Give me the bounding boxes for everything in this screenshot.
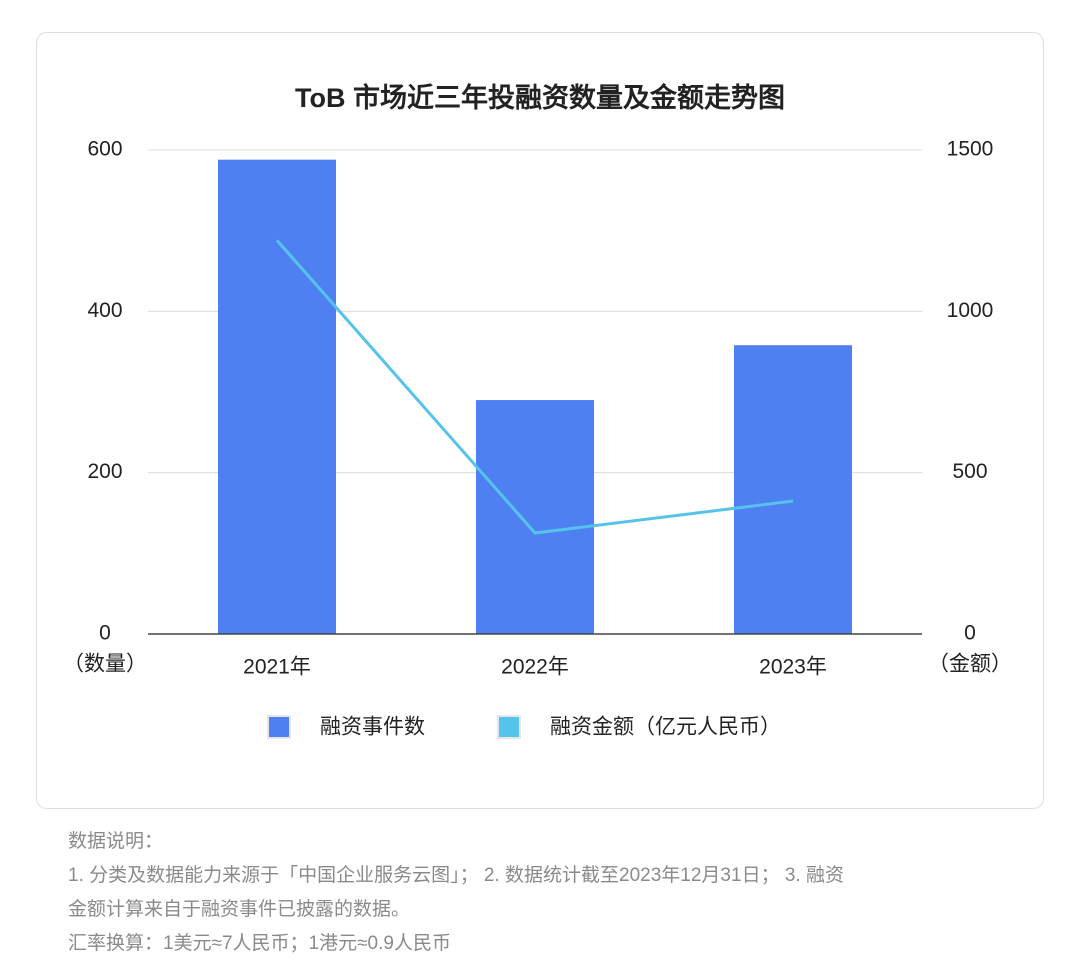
y2-axis-label: （金额） [928, 653, 1012, 676]
chart-title: ToB 市场近三年投融资数量及金额走势图 [295, 82, 785, 113]
x-tick-label: 2023年 [759, 656, 827, 679]
y2-tick-label: 1000 [947, 299, 994, 322]
legend-label: 融资金额（亿元人民币） [550, 716, 781, 739]
y2-tick-label: 1500 [947, 138, 994, 161]
line [275, 239, 794, 535]
legend-swatch [267, 715, 291, 739]
note-line: 1. 分类及数据能力来源于「中国企业服务云图」； 2. 数据统计截至2023年1… [68, 865, 844, 886]
y-axis-label: （数量） [63, 653, 147, 676]
y2-tick-label: 0 [964, 622, 976, 645]
y-tick-label: 0 [99, 622, 111, 645]
x-tick-label: 2022年 [501, 656, 569, 679]
y2-tick-label: 500 [952, 460, 987, 483]
bar [734, 345, 852, 634]
y-tick-label: 200 [87, 460, 122, 483]
note-line: 汇率换算：1美元≈7人民币；1港元≈0.9人民币 [68, 933, 451, 954]
chart: ToB 市场近三年投融资数量及金额走势图 （数量） （金额） 0 200 400 60… [36, 32, 1044, 809]
y-tick-label: 600 [87, 138, 122, 161]
notes-heading: 数据说明： [68, 831, 164, 852]
y-tick-label: 400 [87, 299, 122, 322]
bar [476, 400, 594, 634]
legend-label: 融资事件数 [320, 716, 425, 739]
legend-swatch [497, 715, 521, 739]
note-line: 金额计算来自于融资事件已披露的数据。 [68, 899, 411, 920]
x-tick-label: 2021年 [243, 656, 311, 679]
bar [218, 159, 336, 634]
